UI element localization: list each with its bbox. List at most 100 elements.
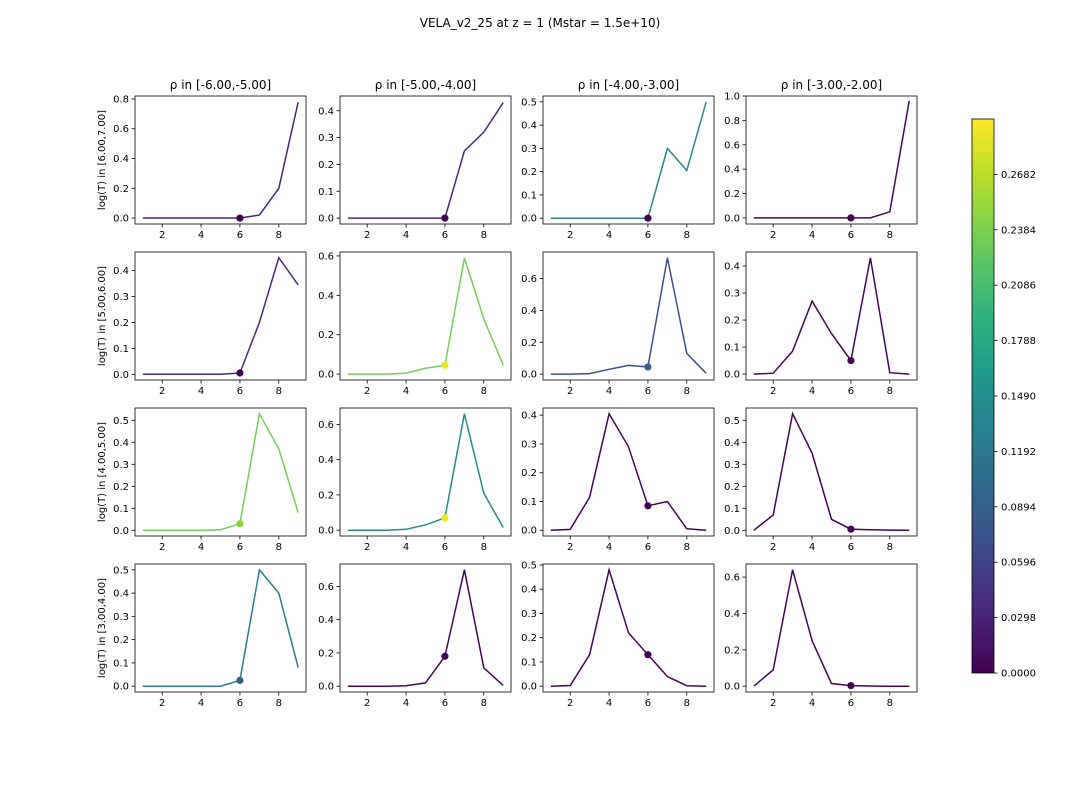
y-tick-label: 0.0 <box>113 370 129 381</box>
y-tick-label: 0.4 <box>113 266 129 277</box>
y-tick-label: 0.5 <box>521 97 537 108</box>
series-line <box>753 569 910 687</box>
subplot: 2 4 6 8 0.0 0.2 0.4 0.6 <box>318 407 512 553</box>
x-tick-label: 2 <box>364 542 370 553</box>
y-tick-label: 0.2 <box>724 189 740 200</box>
series-line <box>142 256 299 376</box>
y-tick-label: 0.4 <box>724 165 740 176</box>
axes-frame <box>134 95 307 225</box>
axes-frame <box>339 95 512 225</box>
y-tick-label: 0.1 <box>521 497 537 508</box>
y-tick-label: 0.0 <box>113 214 129 225</box>
y-tick-label: 0.1 <box>318 187 334 198</box>
y-tick-label: 0.6 <box>521 274 537 285</box>
x-tick-label: 4 <box>606 542 612 553</box>
y-tick-label: 0.1 <box>724 343 740 354</box>
y-tick-label: 0.3 <box>724 460 740 471</box>
y-tick-label: 0.4 <box>521 121 537 132</box>
y-tick-label: 0.0 <box>318 526 334 537</box>
y-tick-label: 0.0 <box>318 214 334 225</box>
series-line <box>347 413 504 531</box>
y-tick-label: 0.0 <box>724 213 740 224</box>
marker-point <box>236 369 244 377</box>
axes-frame <box>134 563 307 693</box>
y-tick-label: 0.0 <box>113 682 129 693</box>
row-label: log(T) in [6.00,7.00] <box>97 110 108 210</box>
y-tick-label: 0.4 <box>521 306 537 317</box>
y-tick-label: 0.2 <box>318 160 334 171</box>
y-tick-label: 0.6 <box>318 420 334 431</box>
x-tick-label: 6 <box>848 698 854 709</box>
colorbar-tick-label: 0.2086 <box>1001 281 1036 292</box>
y-tick-label: 0.6 <box>724 140 740 151</box>
x-tick-label: 6 <box>442 386 448 397</box>
y-tick-label: 0.0 <box>113 526 129 537</box>
x-tick-label: 8 <box>684 698 690 709</box>
x-tick-label: 6 <box>645 230 651 241</box>
colorbar-gradient <box>972 119 994 673</box>
x-tick-label: 6 <box>237 542 243 553</box>
series-line <box>142 411 299 532</box>
y-tick-label: 0.3 <box>318 133 334 144</box>
marker-point <box>847 214 855 222</box>
y-tick-label: 0.3 <box>113 612 129 623</box>
x-tick-label: 4 <box>198 230 204 241</box>
y-tick-label: 0.1 <box>113 504 129 515</box>
x-tick-label: 6 <box>848 386 854 397</box>
axes-frame <box>339 407 512 537</box>
x-tick-label: 4 <box>809 542 815 553</box>
y-tick-label: 0.2 <box>724 482 740 493</box>
y-tick-label: 0.4 <box>724 438 740 449</box>
colorbar-tick-label: 0.0596 <box>1001 558 1036 569</box>
x-tick-label: 2 <box>567 698 573 709</box>
series-line <box>142 101 299 219</box>
y-tick-label: 0.4 <box>521 585 537 596</box>
column-title: ρ in [-6.00,-5.00] <box>170 78 271 92</box>
y-tick-label: 0.0 <box>521 526 537 537</box>
x-tick-label: 2 <box>770 230 776 241</box>
x-tick-label: 4 <box>606 698 612 709</box>
x-tick-label: 6 <box>442 542 448 553</box>
colorbar-tick-label: 0.2682 <box>1001 170 1036 181</box>
series-line <box>550 257 707 375</box>
y-tick-label: 0.4 <box>724 262 740 273</box>
y-tick-label: 0.3 <box>113 460 129 471</box>
y-tick-label: 0.2 <box>113 635 129 646</box>
y-tick-label: 0.1 <box>113 344 129 355</box>
y-tick-label: 0.0 <box>724 682 740 693</box>
x-tick-label: 4 <box>403 698 409 709</box>
figure-title: VELA_v2_25 at z = 1 (Mstar = 1.5e+10) <box>420 16 661 30</box>
x-tick-label: 4 <box>606 386 612 397</box>
axes-frame <box>339 563 512 693</box>
marker-point <box>236 520 244 528</box>
y-tick-label: 0.6 <box>113 124 129 135</box>
x-tick-label: 8 <box>684 542 690 553</box>
x-tick-label: 6 <box>848 230 854 241</box>
colorbar-tick-label: 0.0894 <box>1001 502 1036 513</box>
y-tick-label: 0.3 <box>724 289 740 300</box>
marker-point <box>441 361 449 369</box>
x-tick-label: 8 <box>481 698 487 709</box>
axes-frame <box>542 251 715 381</box>
panel-grid: ρ in [-6.00,-5.00] ρ in [-5.00,-4.00] ρ in… <box>97 78 918 709</box>
y-tick-label: 0.5 <box>724 416 740 427</box>
subplot: 2 4 6 8 0.0 0.1 0.2 0.3 0.4 0.5 <box>113 563 307 709</box>
y-tick-label: 0.1 <box>724 504 740 515</box>
y-tick-label: 0.0 <box>521 370 537 381</box>
x-tick-label: 8 <box>481 542 487 553</box>
y-tick-label: 0.0 <box>318 370 334 381</box>
row-label: log(T) in [4.00,5.00] <box>97 422 108 522</box>
y-tick-label: 0.2 <box>113 318 129 329</box>
y-tick-label: 0.4 <box>318 106 334 117</box>
y-tick-label: 0.2 <box>318 648 334 659</box>
x-tick-label: 8 <box>887 386 893 397</box>
series-line <box>550 411 707 531</box>
x-tick-label: 2 <box>770 386 776 397</box>
x-tick-label: 4 <box>809 698 815 709</box>
subplot: 2 4 6 8 0.0 0.1 0.2 0.3 0.4 <box>724 251 918 397</box>
subplot: 2 4 6 8 0.0 0.2 0.4 0.6 <box>318 251 512 397</box>
axes-frame <box>542 563 715 693</box>
x-tick-label: 4 <box>606 230 612 241</box>
y-tick-label: 0.4 <box>113 154 129 165</box>
y-tick-label: 0.0 <box>521 214 537 225</box>
